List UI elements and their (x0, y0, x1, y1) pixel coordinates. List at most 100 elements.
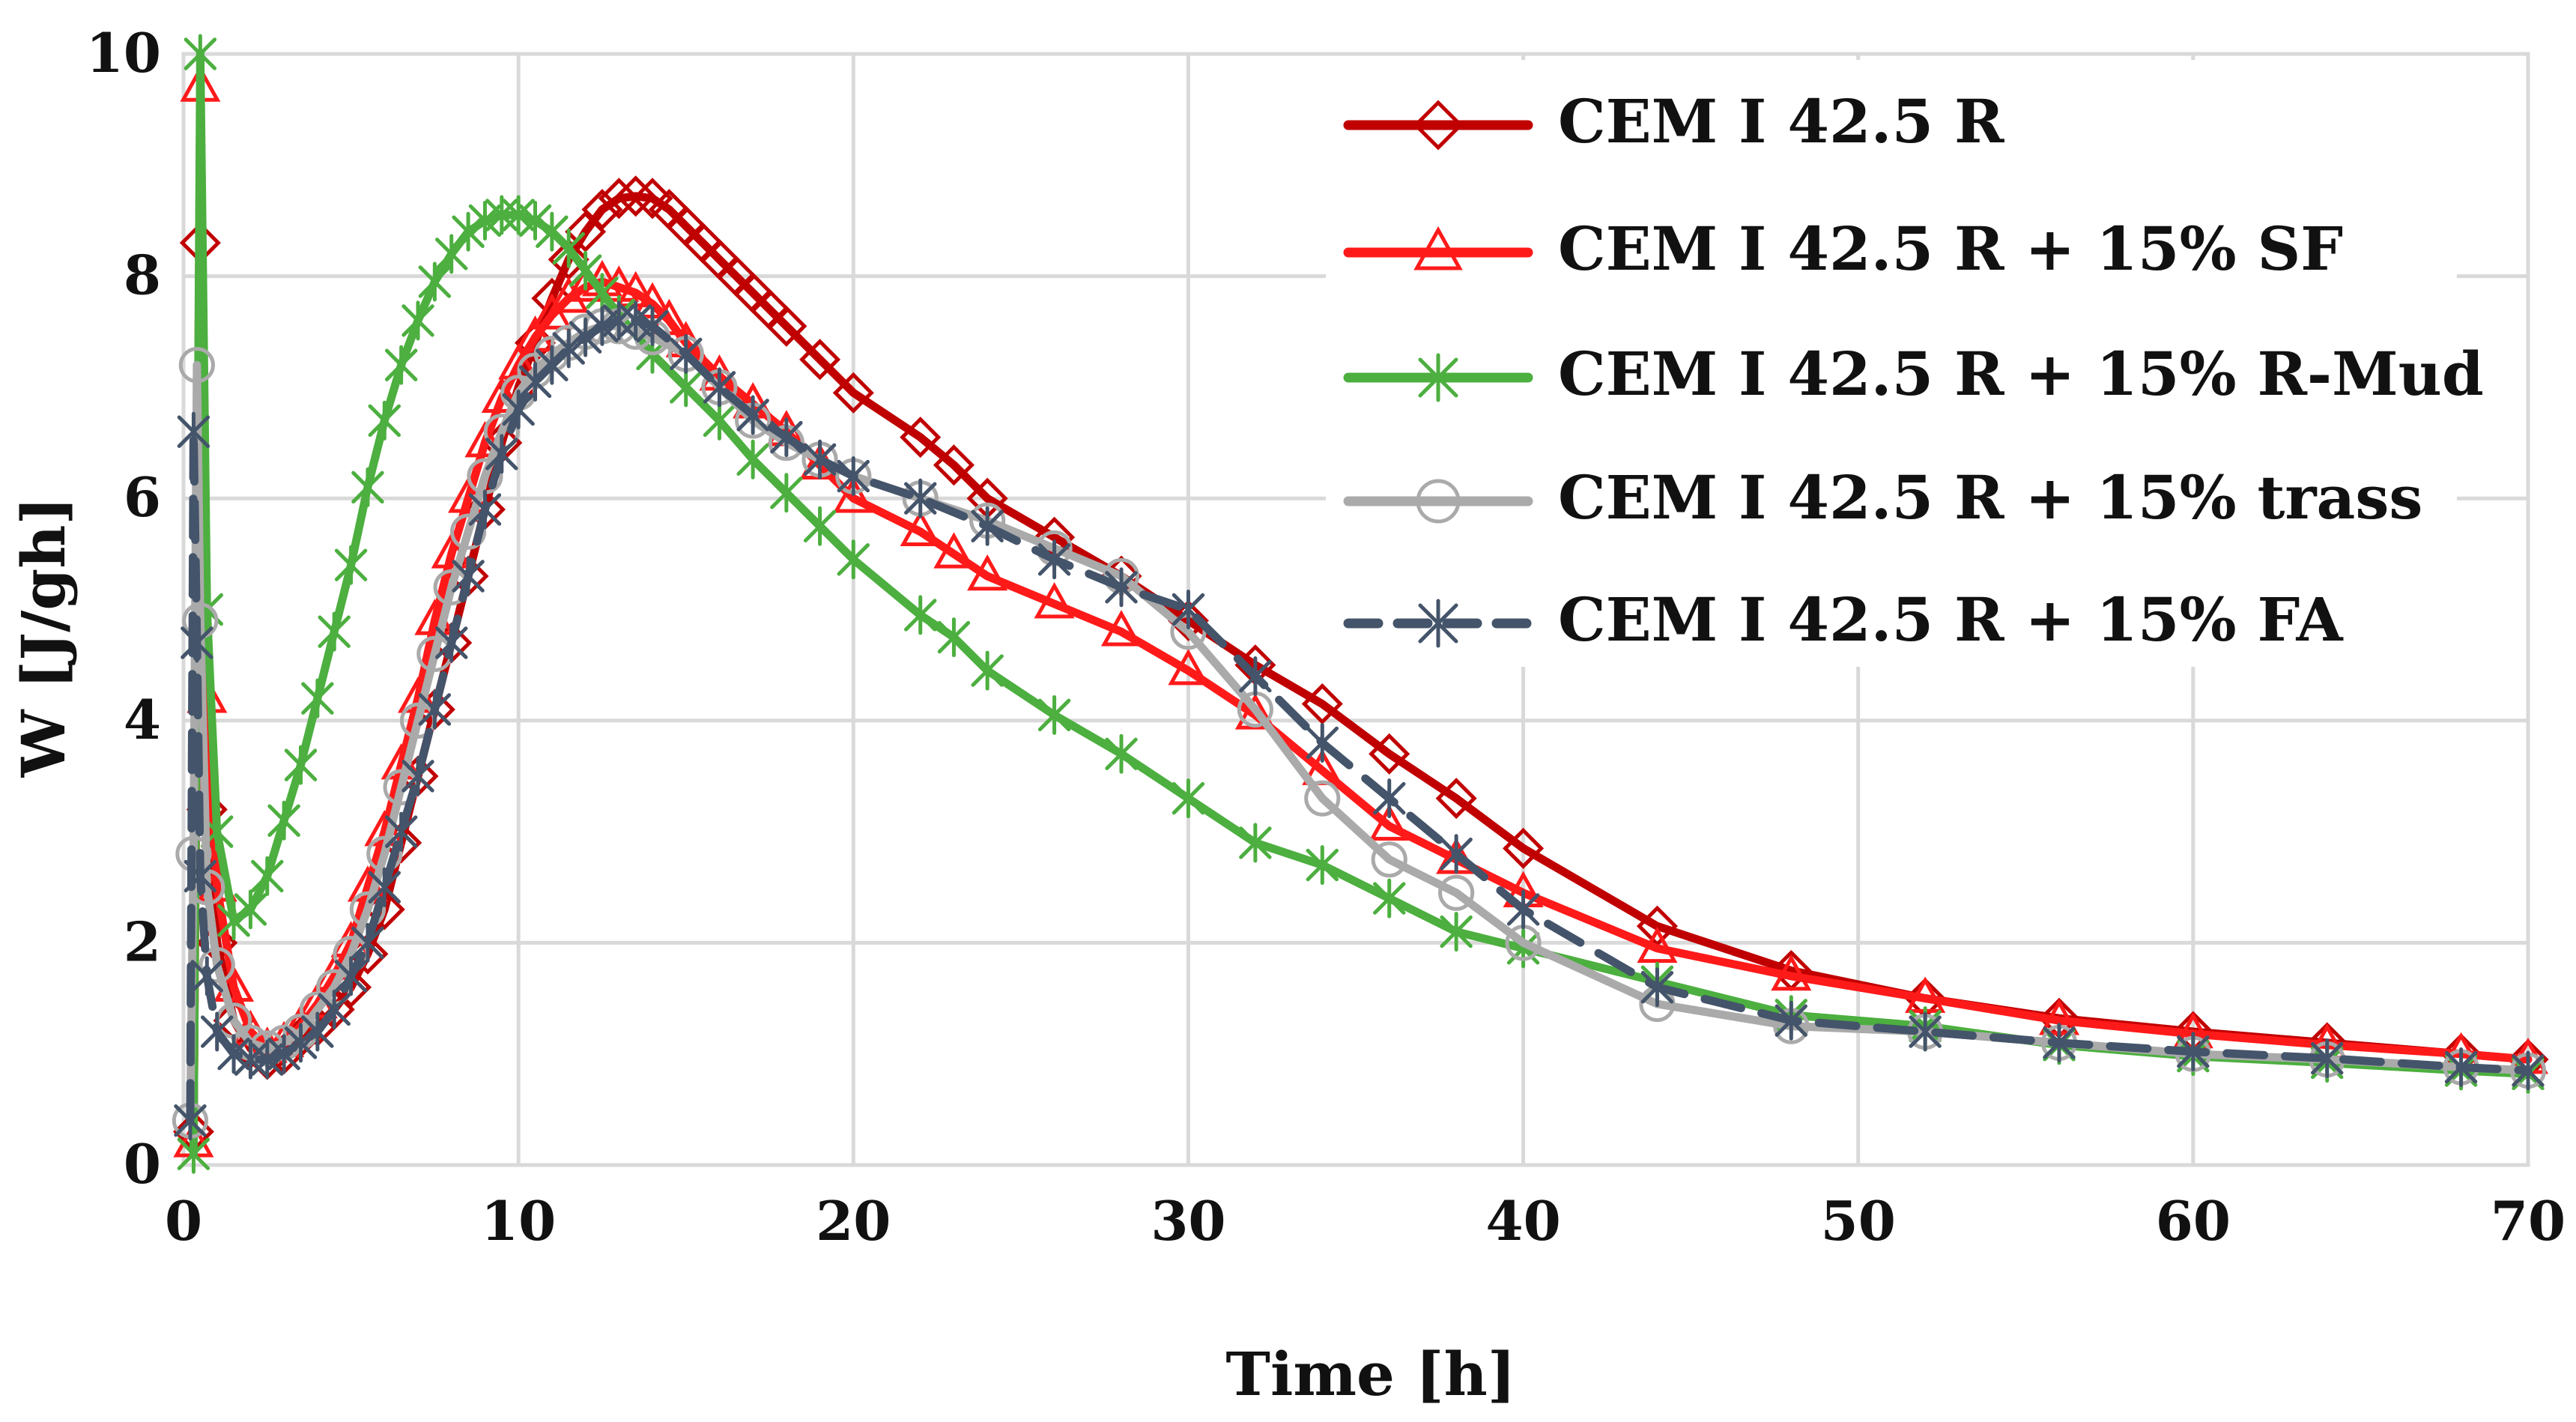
x-tick-label: 40 (1485, 1189, 1560, 1253)
data-point (1037, 695, 1071, 735)
data-point (803, 506, 837, 546)
data-point (837, 539, 870, 580)
data-point (190, 956, 223, 996)
data-point (1440, 834, 1473, 874)
legend-item-trass: CEM I 42.5 R + 15% trass (1343, 462, 2422, 533)
data-point (832, 372, 874, 414)
data-point (1373, 778, 1406, 819)
data-point (766, 305, 807, 347)
data-point (318, 611, 351, 652)
legend: CEM I 42.5 R CEM I 42.5 R + 15% SF CEM I… (1326, 60, 2484, 667)
y-axis-title: W [J/gh] (8, 497, 79, 778)
data-point (1909, 1011, 1942, 1052)
data-point (770, 417, 803, 458)
legend-item-r-mud: CEM I 42.5 R + 15% R-Mud (1343, 339, 2484, 409)
data-point (318, 989, 351, 1029)
data-point (933, 444, 975, 486)
data-point (803, 439, 837, 479)
data-point (181, 623, 213, 663)
x-tick-label: 0 (165, 1189, 202, 1253)
x-axis-title: Time [h] (1225, 1339, 1515, 1409)
data-point (184, 856, 217, 896)
data-point (933, 532, 975, 569)
data-point (201, 1011, 234, 1052)
legend-label: CEM I 42.5 R + 15% SF (1558, 214, 2343, 284)
data-point (1306, 845, 1339, 886)
data-point (2444, 1047, 2478, 1087)
data-point (2512, 1050, 2545, 1091)
data-point (1775, 1000, 1807, 1041)
series-4 (174, 300, 2545, 1141)
data-point (301, 1011, 334, 1052)
data-point (1172, 778, 1205, 819)
data-point (334, 545, 368, 585)
data-point (569, 317, 602, 357)
data-point (449, 513, 487, 550)
data-point (2043, 1023, 2076, 1063)
data-point (1301, 683, 1343, 725)
data-point (368, 867, 401, 907)
data-point (904, 595, 937, 635)
data-point (351, 467, 384, 507)
data-point (177, 1134, 210, 1174)
x-tick-label: 50 (1821, 1189, 1896, 1253)
y-tick-label: 4 (124, 688, 161, 751)
data-point (736, 395, 769, 435)
legend-label: CEM I 42.5 R + 15% R-Mud (1558, 339, 2484, 409)
data-point (184, 34, 217, 74)
data-point (284, 745, 318, 785)
data-point (586, 273, 619, 313)
data-point (552, 229, 585, 269)
data-point (178, 347, 215, 384)
data-point (900, 509, 941, 546)
data-point (703, 367, 736, 408)
data-point (1234, 693, 1276, 730)
data-point (799, 339, 841, 381)
legend-label: CEM I 42.5 R + 15% FA (1558, 584, 2344, 655)
data-point (1438, 874, 1475, 911)
data-point (1369, 733, 1410, 775)
data-point (615, 175, 657, 217)
data-point (1167, 599, 1209, 641)
y-tick-label: 8 (124, 243, 161, 307)
data-point (384, 811, 418, 852)
data-point (770, 473, 803, 513)
data-point (177, 411, 210, 452)
legend-item-sf: CEM I 42.5 R + 15% SF (1343, 214, 2343, 284)
data-point (351, 922, 384, 963)
axes-layer: 0 10 20 30 40 50 60 70 0 2 4 6 8 10 (86, 21, 2566, 1253)
legend-swatch-marker (1413, 100, 1464, 151)
legend-swatch-marker (1416, 479, 1461, 524)
data-point (1034, 581, 1075, 619)
data-point (251, 1039, 284, 1080)
data-point (468, 200, 502, 240)
data-point (284, 1023, 318, 1063)
data-point (384, 345, 418, 385)
data-point (937, 617, 971, 658)
legend-label: CEM I 42.5 R (1558, 86, 2004, 157)
data-point (837, 456, 870, 497)
data-point (502, 195, 535, 235)
data-point (1100, 610, 1142, 647)
data-point (452, 556, 485, 596)
data-point (1239, 656, 1272, 696)
data-point (548, 276, 590, 313)
data-point (1503, 827, 1545, 869)
data-point (481, 376, 522, 414)
data-point (502, 390, 535, 430)
data-point (435, 623, 468, 663)
data-point (2311, 1038, 2344, 1079)
data-point (619, 300, 652, 341)
data-point (1105, 567, 1138, 608)
data-point (2177, 1032, 2210, 1072)
y-tick-label: 10 (86, 21, 161, 85)
data-point (1506, 889, 1540, 930)
data-point (468, 489, 502, 530)
data-point (586, 306, 619, 346)
data-point (217, 1034, 250, 1074)
data-point (464, 420, 506, 458)
x-tick-label: 30 (1151, 1189, 1225, 1253)
data-point (1105, 733, 1138, 774)
data-point (1037, 539, 1071, 580)
